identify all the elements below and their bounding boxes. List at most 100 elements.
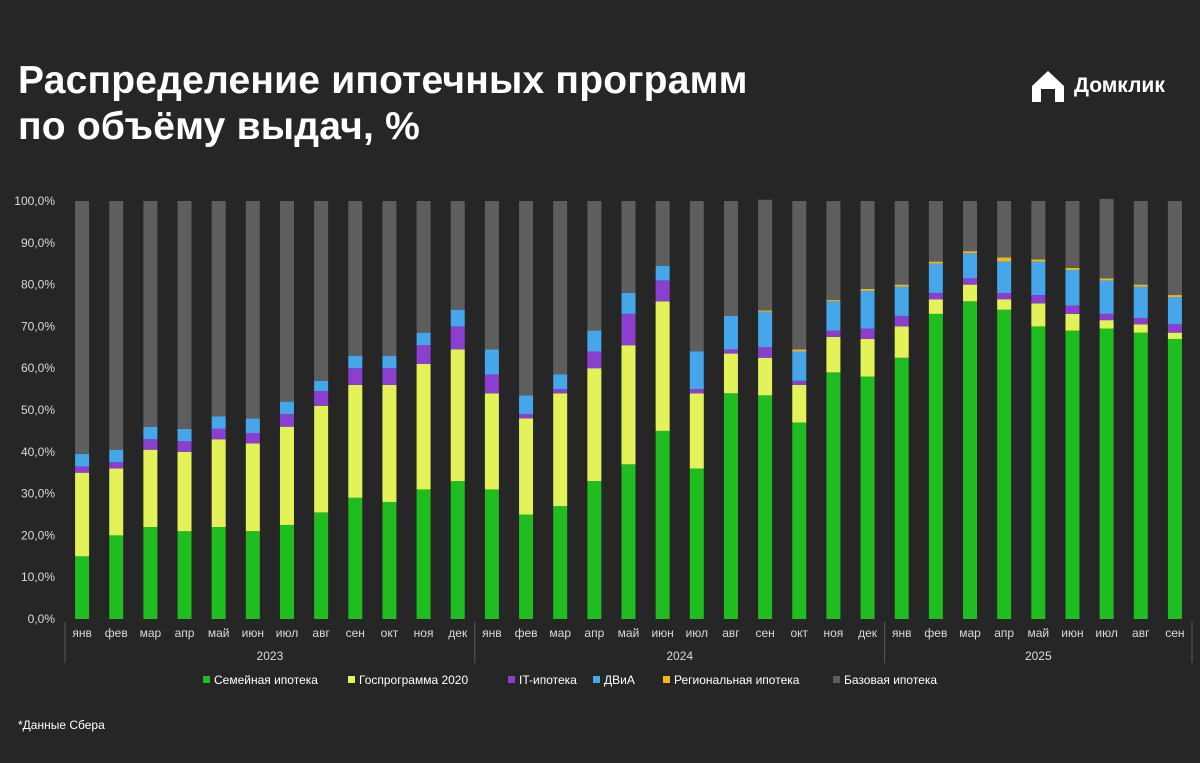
bar-segment-5 (245, 201, 260, 419)
y-tick-label: 40,0% (21, 445, 55, 459)
bar-segment-3 (211, 416, 226, 429)
x-tick-label: авг (722, 626, 740, 640)
bar-segment-3 (348, 355, 363, 369)
bar-segment-0 (211, 527, 226, 619)
bar-segment-0 (416, 489, 431, 619)
bar-segment-5 (792, 201, 807, 350)
year-label: 2025 (1025, 649, 1052, 663)
x-tick-label: июн (651, 626, 673, 640)
bar-segment-0 (689, 468, 704, 619)
bar-segment-4 (1099, 278, 1114, 281)
legend-label: Базовая ипотека (844, 673, 937, 687)
y-tick-label: 90,0% (21, 236, 55, 250)
x-tick-label: янв (482, 626, 502, 640)
bar-segment-0 (553, 506, 568, 619)
bar-segment-2 (314, 391, 329, 406)
bar-segment-2 (689, 389, 704, 394)
bar-segment-2 (1065, 305, 1080, 314)
x-tick-label: фев (924, 626, 947, 640)
x-tick-label: мар (140, 626, 162, 640)
bar-segment-3 (689, 351, 704, 390)
y-tick-label: 100,0% (14, 194, 55, 208)
bar-segment-0 (484, 489, 499, 619)
bar-segment-1 (75, 472, 90, 557)
bar-segment-3 (245, 418, 260, 433)
bar-segment-0 (519, 514, 534, 619)
bar-segment-3 (1167, 297, 1182, 325)
brand-logo: Домклик (1028, 66, 1165, 106)
legend-label: Госпрограмма 2020 (359, 673, 468, 687)
bar-segment-0 (997, 309, 1012, 619)
bar-segment-0 (450, 481, 465, 619)
bar-segment-2 (75, 466, 90, 473)
bar-segment-5 (109, 201, 124, 450)
bar-segment-1 (484, 393, 499, 490)
bar-segment-2 (450, 326, 465, 350)
x-tick-label: май (618, 626, 640, 640)
bar-segment-0 (109, 535, 124, 619)
bar-segment-1 (1133, 324, 1148, 333)
bar-segment-5 (314, 201, 329, 381)
bar-segment-3 (621, 292, 636, 314)
x-tick-label: июл (686, 626, 708, 640)
y-tick-label: 0,0% (28, 612, 56, 626)
bar-segment-1 (245, 443, 260, 532)
bar-segment-2 (1031, 295, 1046, 304)
bar-segment-5 (382, 201, 397, 356)
bar-segment-0 (314, 512, 329, 619)
bar-segment-2 (211, 428, 226, 440)
bar-segment-4 (860, 288, 875, 291)
bar-segment-3 (75, 453, 90, 467)
x-tick-label: июл (276, 626, 298, 640)
bar-segment-2 (1167, 324, 1182, 333)
x-tick-label: июн (1061, 626, 1083, 640)
bar-segment-3 (860, 290, 875, 329)
bar-segment-5 (826, 201, 841, 301)
bar-segment-5 (177, 201, 192, 429)
bar-segment-1 (894, 326, 909, 358)
bar-segment-5 (1133, 201, 1148, 285)
x-tick-label: апр (175, 626, 195, 640)
legend-swatch (833, 676, 840, 683)
legend-swatch (348, 676, 355, 683)
x-tick-label: дек (448, 626, 468, 640)
bar-segment-4 (963, 251, 978, 254)
bar-segment-5 (928, 201, 943, 262)
bar-segment-1 (416, 364, 431, 490)
bar-segment-1 (143, 449, 158, 528)
bar-segment-3 (963, 253, 978, 279)
bar-segment-2 (826, 330, 841, 337)
bar-segment-4 (1065, 267, 1080, 270)
bar-segment-1 (1031, 303, 1046, 327)
bar-segment-3 (177, 428, 192, 442)
bar-segment-0 (1031, 326, 1046, 619)
bar-segment-5 (758, 199, 773, 311)
bar-segment-2 (1133, 318, 1148, 325)
bar-segment-0 (587, 481, 602, 619)
bar-segment-3 (997, 261, 1012, 293)
bar-segment-0 (75, 556, 90, 619)
legend-swatch (203, 676, 210, 683)
x-tick-label: мар (959, 626, 981, 640)
year-label: 2023 (257, 649, 284, 663)
bar-segment-2 (245, 432, 260, 444)
bar-segment-4 (758, 310, 773, 312)
chart-title-line-2: по объёму выдач, % (18, 105, 420, 148)
bar-segment-0 (894, 357, 909, 619)
bar-segment-4 (894, 284, 909, 287)
bar-segment-2 (860, 328, 875, 339)
bar-segment-1 (997, 299, 1012, 310)
bar-segment-5 (963, 201, 978, 252)
x-tick-label: июн (242, 626, 264, 640)
bar-segment-2 (792, 380, 807, 385)
bar-segment-5 (75, 201, 90, 454)
bar-segment-4 (997, 257, 1012, 262)
bar-segment-4 (826, 300, 841, 302)
bar-segment-0 (723, 393, 738, 619)
bar-segment-0 (621, 464, 636, 619)
bar-segment-0 (655, 430, 670, 619)
bar-segment-3 (416, 332, 431, 346)
bar-segment-0 (963, 301, 978, 619)
bar-segment-2 (177, 441, 192, 452)
